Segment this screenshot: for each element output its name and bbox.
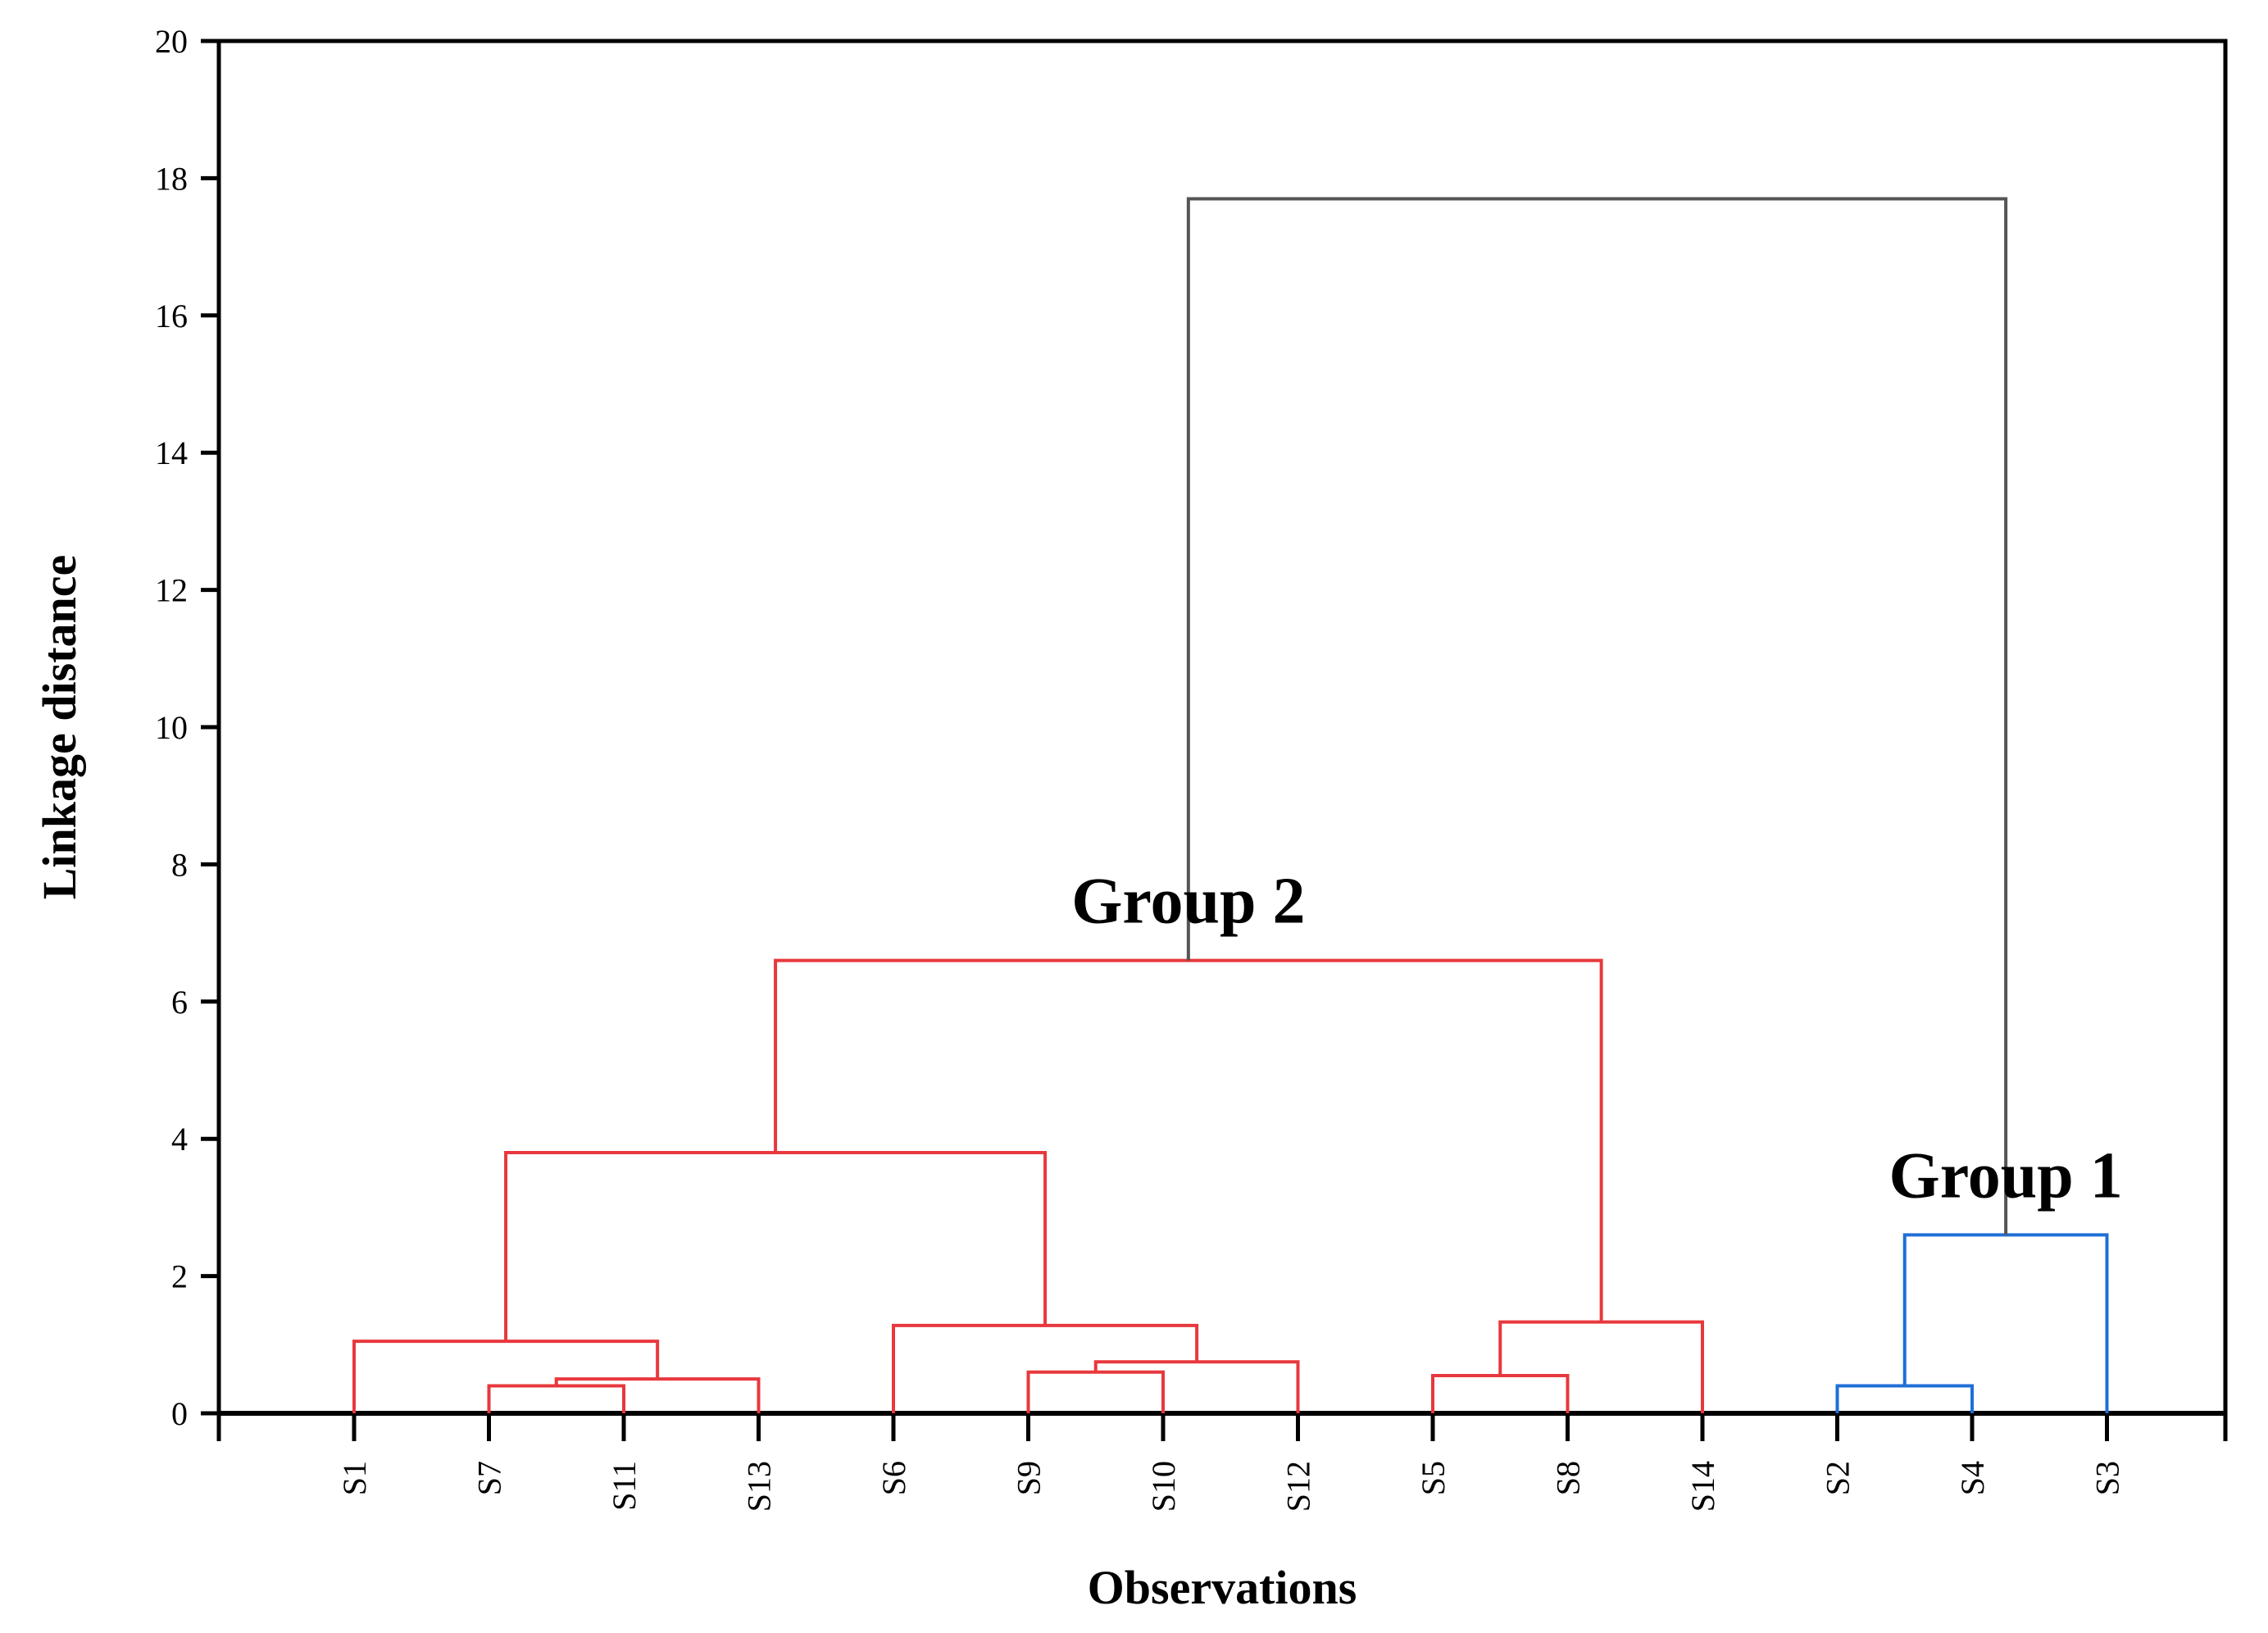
link-m8 xyxy=(1431,1373,1570,1413)
leaf-label-s9: S9 xyxy=(1011,1461,1048,1495)
x-axis-ticks: S1 S7 S11 S13 S6 S9 S10 S12 S5 S8 S14 S2 S4 S3 xyxy=(216,1413,2228,1512)
y-axis-title: Linkage distance xyxy=(33,555,86,900)
leaf-label-s5: S5 xyxy=(1415,1461,1452,1495)
leaf-label-s1: S1 xyxy=(336,1461,373,1495)
y-tick-label: 0 xyxy=(171,1395,188,1432)
y-tick-label: 6 xyxy=(171,984,188,1021)
group-label-1: Group 2 xyxy=(1071,866,1305,938)
link-m13 xyxy=(1186,197,2008,1235)
link-m1 xyxy=(487,1384,625,1413)
y-tick-label: 16 xyxy=(155,298,188,334)
y-tick-label: 2 xyxy=(171,1258,188,1295)
link-m3 xyxy=(352,1340,660,1413)
link-m2 xyxy=(554,1377,761,1413)
leaf-label-s6: S6 xyxy=(875,1461,912,1495)
leaf-label-s14: S14 xyxy=(1684,1461,1721,1512)
leaf-label-s8: S8 xyxy=(1550,1461,1587,1495)
y-axis-ticks: 0 2 4 6 8 10 12 14 16 18 20 xyxy=(155,23,219,1432)
x-axis-title: Observations xyxy=(1088,1561,1357,1614)
y-tick-label: 18 xyxy=(155,160,188,197)
y-tick-label: 20 xyxy=(155,23,188,60)
y-tick-label: 10 xyxy=(155,709,188,746)
link-m4 xyxy=(1026,1370,1165,1413)
link-m10 xyxy=(774,958,1603,1322)
y-tick-label: 12 xyxy=(155,572,188,609)
link-m6 xyxy=(892,1323,1199,1413)
link-m7 xyxy=(504,1150,1048,1342)
leaf-label-s11: S11 xyxy=(606,1461,643,1511)
leaf-label-s7: S7 xyxy=(471,1461,508,1495)
leaf-label-s12: S12 xyxy=(1280,1461,1317,1512)
link-m11 xyxy=(1835,1384,1974,1413)
dendrogram-links xyxy=(352,197,2109,1413)
leaf-label-s10: S10 xyxy=(1145,1461,1182,1512)
leaf-label-s2: S2 xyxy=(1820,1461,1857,1495)
y-tick-label: 4 xyxy=(171,1121,188,1158)
y-tick-label: 14 xyxy=(155,434,188,471)
group-label-2: Group 1 xyxy=(1888,1139,2122,1212)
leaf-label-s13: S13 xyxy=(741,1461,778,1512)
link-m5 xyxy=(1093,1360,1300,1413)
group-annotations: Group 2 Group 1 xyxy=(1071,866,2123,1212)
leaf-label-s3: S3 xyxy=(2089,1461,2126,1495)
link-m9 xyxy=(1498,1320,1704,1413)
leaf-label-s4: S4 xyxy=(1954,1461,1991,1495)
y-tick-label: 8 xyxy=(171,846,188,883)
